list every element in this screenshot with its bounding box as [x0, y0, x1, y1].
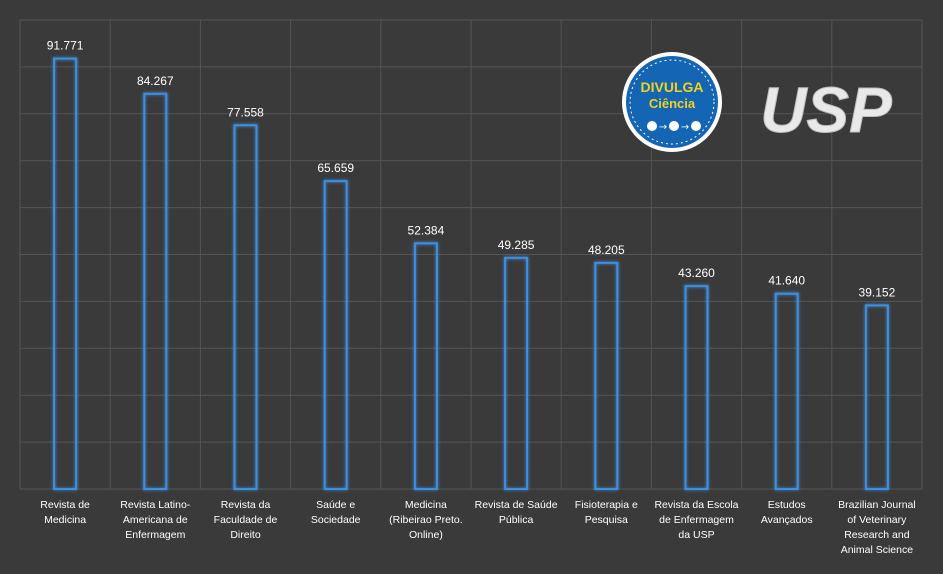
category-label: Faculdade de — [214, 514, 278, 526]
data-label: 52.384 — [408, 223, 445, 237]
category-label: Revista da Escola — [654, 499, 738, 511]
data-label: 41.640 — [768, 274, 805, 288]
category-label: Saúde e — [316, 499, 355, 511]
bar — [504, 256, 529, 491]
category-label: Online) — [409, 529, 443, 541]
bars — [53, 57, 889, 491]
category-label: Medicina — [405, 499, 447, 511]
bar — [684, 285, 709, 490]
bar — [323, 180, 348, 490]
bar — [233, 124, 258, 490]
bar — [594, 261, 619, 490]
usp-logo-text: USP — [760, 74, 892, 146]
grid — [19, 19, 923, 490]
svg-text:→: → — [659, 122, 667, 133]
data-label: 77.558 — [227, 105, 264, 119]
data-label: 48.205 — [588, 243, 625, 257]
category-label: Avançados — [761, 514, 813, 526]
flow-icon: → → — [647, 121, 701, 133]
category-label: Sociedade — [311, 514, 361, 526]
category-label: Americana de — [123, 514, 188, 526]
category-label: de Enfermagem — [659, 514, 734, 526]
divulga-ciencia-logo: DIVULGA Ciência → → — [622, 52, 722, 152]
data-label: 91.771 — [47, 39, 84, 53]
category-label: Fisioterapia e — [575, 499, 638, 511]
data-label: 65.659 — [317, 161, 354, 175]
category-label: Animal Science — [841, 544, 914, 556]
bar — [774, 292, 799, 490]
data-label: 39.152 — [859, 285, 896, 299]
category-label: Pesquisa — [585, 514, 628, 526]
category-label: (Ribeirao Preto. — [389, 514, 463, 526]
category-label: Pública — [499, 514, 534, 526]
bar — [413, 242, 438, 490]
category-label: Medicina — [44, 514, 86, 526]
data-label: 49.285 — [498, 238, 535, 252]
category-label: Revista Latino- — [120, 499, 191, 511]
category-label: Revista da — [221, 499, 271, 511]
svg-text:→: → — [681, 122, 689, 133]
category-label: Revista de Saúde — [475, 499, 558, 511]
category-label: Brazilian Journal — [838, 499, 916, 511]
divulga-logo-line1: DIVULGA — [641, 79, 704, 95]
value-labels: 91.771 84.267 77.558 65.659 52.384 49.285 48.2… — [47, 39, 896, 300]
category-label: Direito — [230, 529, 261, 541]
data-label: 84.267 — [137, 74, 174, 88]
category-label: Enfermagem — [125, 529, 185, 541]
data-label: 43.260 — [678, 266, 715, 280]
category-label: of Veterinary — [847, 514, 907, 526]
category-labels: Revista de Medicina Revista Latino- America… — [40, 499, 915, 556]
category-label: da USP — [678, 529, 714, 541]
category-label: Revista de — [40, 499, 90, 511]
divulga-logo-line2: Ciência — [649, 96, 696, 111]
bar — [864, 304, 889, 490]
usp-logo: USP — [760, 74, 893, 147]
category-label: Research and — [844, 529, 910, 541]
bar — [143, 92, 168, 490]
category-label: Estudos — [768, 499, 806, 511]
bar — [53, 57, 78, 490]
